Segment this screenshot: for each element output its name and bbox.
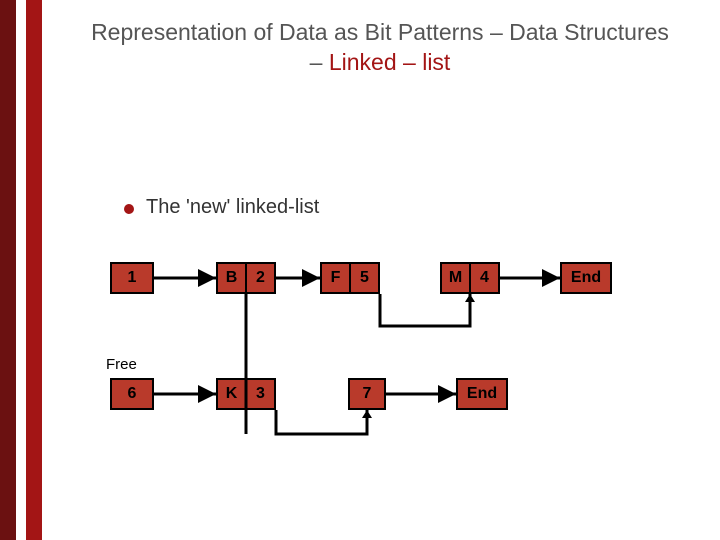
cell-key: F bbox=[322, 264, 351, 292]
cell-ptr: 3 bbox=[247, 380, 274, 408]
node-f: F 5 bbox=[320, 262, 380, 294]
stripe-white bbox=[16, 0, 26, 540]
slide-title: Representation of Data as Bit Patterns –… bbox=[90, 18, 670, 78]
node-k: K 3 bbox=[216, 378, 276, 410]
cell-key: K bbox=[218, 380, 247, 408]
node-m: M 4 bbox=[440, 262, 500, 294]
cell-key: B bbox=[218, 264, 247, 292]
cell-value: 1 bbox=[128, 269, 137, 286]
cell-key: M bbox=[442, 264, 471, 292]
cell-ptr: 2 bbox=[247, 264, 274, 292]
cell-value: End bbox=[571, 269, 601, 286]
stripe-red bbox=[26, 0, 42, 540]
node-seven: 7 bbox=[348, 378, 386, 410]
node-b: B 2 bbox=[216, 262, 276, 294]
cell-value: 6 bbox=[128, 385, 137, 402]
bullet-dot bbox=[124, 204, 134, 214]
free-label: Free bbox=[106, 356, 137, 373]
title-accent: Linked – list bbox=[329, 49, 450, 75]
cell-value: 7 bbox=[363, 385, 372, 402]
cell-ptr: 5 bbox=[351, 264, 378, 292]
node-end-1: End bbox=[560, 262, 612, 294]
stripe-dark bbox=[0, 0, 16, 540]
left-decorative-stripe bbox=[0, 0, 42, 540]
list-head-free: 6 bbox=[110, 378, 154, 410]
list-head-1: 1 bbox=[110, 262, 154, 294]
cell-ptr: 4 bbox=[471, 264, 498, 292]
node-end-2: End bbox=[456, 378, 508, 410]
cell-value: End bbox=[467, 385, 497, 402]
bullet-text: The 'new' linked-list bbox=[146, 196, 319, 219]
